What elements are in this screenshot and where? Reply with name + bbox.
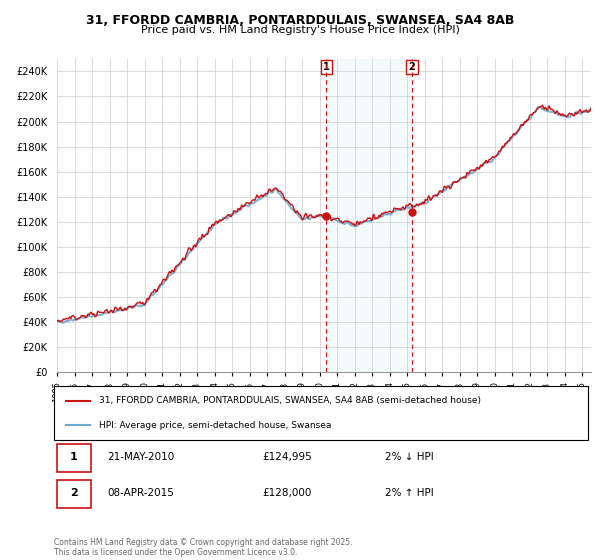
- Text: 2: 2: [409, 62, 415, 72]
- Text: £124,995: £124,995: [262, 451, 312, 461]
- Text: Contains HM Land Registry data © Crown copyright and database right 2025.
This d: Contains HM Land Registry data © Crown c…: [54, 538, 353, 557]
- Text: Price paid vs. HM Land Registry's House Price Index (HPI): Price paid vs. HM Land Registry's House …: [140, 25, 460, 35]
- Bar: [56, 444, 91, 472]
- Text: 31, FFORDD CAMBRIA, PONTARDDULAIS, SWANSEA, SA4 8AB: 31, FFORDD CAMBRIA, PONTARDDULAIS, SWANS…: [86, 14, 514, 27]
- Text: 08-APR-2015: 08-APR-2015: [107, 488, 174, 498]
- Text: 1: 1: [323, 62, 330, 72]
- Text: 2% ↑ HPI: 2% ↑ HPI: [385, 488, 434, 498]
- Text: HPI: Average price, semi-detached house, Swansea: HPI: Average price, semi-detached house,…: [100, 421, 332, 430]
- Text: 31, FFORDD CAMBRIA, PONTARDDULAIS, SWANSEA, SA4 8AB (semi-detached house): 31, FFORDD CAMBRIA, PONTARDDULAIS, SWANS…: [100, 396, 481, 405]
- Bar: [56, 480, 91, 508]
- Text: 2% ↓ HPI: 2% ↓ HPI: [385, 451, 434, 461]
- Text: £128,000: £128,000: [262, 488, 311, 498]
- Bar: [326, 59, 412, 372]
- Text: 2: 2: [70, 488, 77, 498]
- Text: 1: 1: [70, 451, 77, 461]
- Text: 21-MAY-2010: 21-MAY-2010: [107, 451, 175, 461]
